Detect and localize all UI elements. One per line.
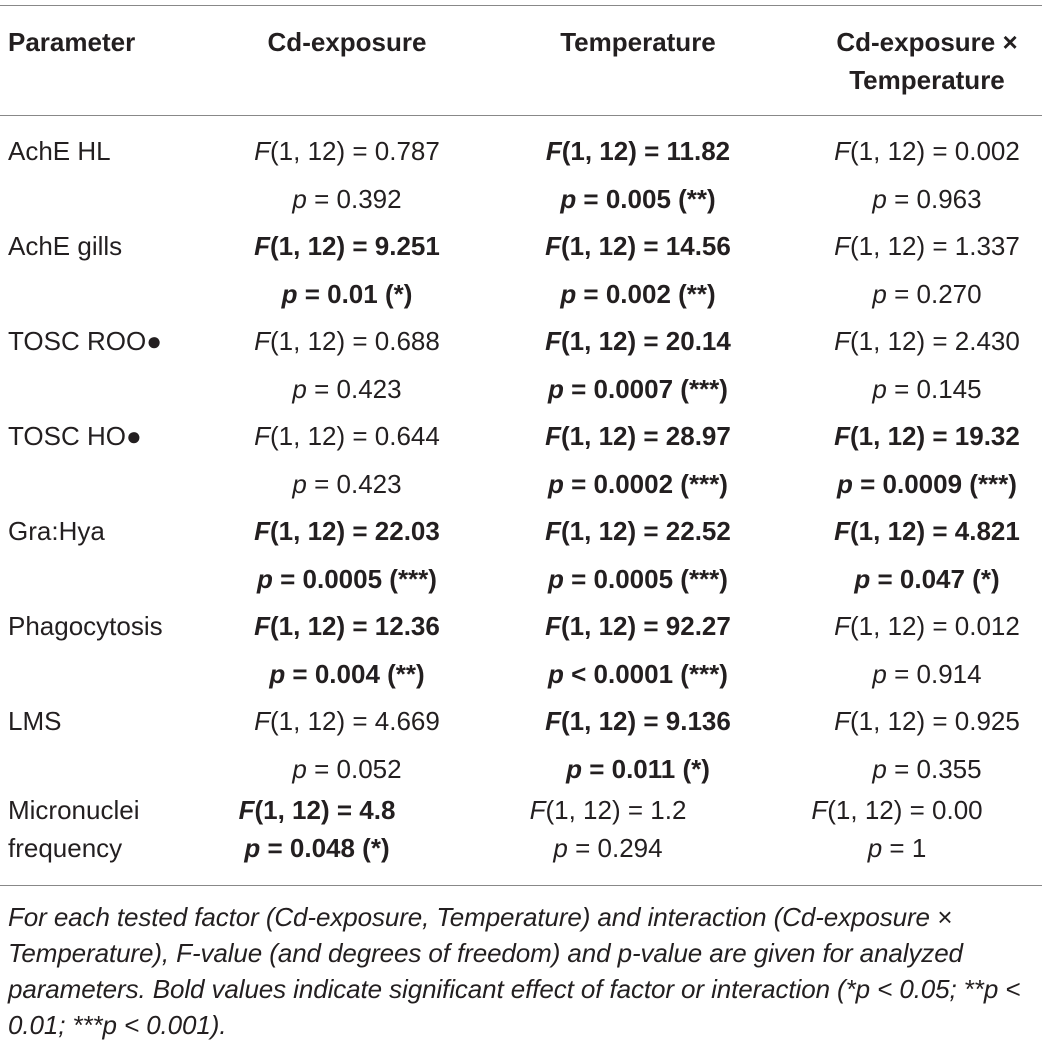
stat-cell: F(1, 12) = 9.251 p = 0.01 (*): [230, 223, 464, 318]
stat-cell: F(1, 12) = 1.2 p = 0.294: [434, 791, 782, 867]
stat-cell: F(1, 12) = 28.97 p = 0.0002 (***): [464, 413, 812, 508]
stat-line: p = 0.392: [292, 183, 402, 214]
stat-line: p = 0.01 (*): [281, 278, 413, 309]
stat-line: p = 0.145: [872, 373, 982, 404]
table-row: Micronuclei frequency F(1, 12) = 4.8 p = 0…: [0, 791, 1042, 867]
stat-cell: F(1, 12) = 14.56 p = 0.002 (**): [464, 223, 812, 318]
stat-line: p = 0.048 (*): [244, 833, 390, 863]
stat-line: F(1, 12) = 28.97: [545, 421, 731, 451]
stat-cell: F(1, 12) = 92.27 p < 0.0001 (***): [464, 603, 812, 698]
stat-line: p = 0.0005 (***): [257, 563, 437, 594]
header-cell: Cd-exposure: [267, 27, 427, 57]
parameter-cell: Gra:Hya: [8, 516, 105, 546]
top-rule: [0, 5, 1042, 6]
stat-line: F(1, 12) = 0.925: [834, 706, 1020, 736]
stat-line: F(1, 12) = 14.56: [545, 231, 731, 261]
table-row: TOSC ROO● F(1, 12) = 0.688 p = 0.423 F(1, 1…: [0, 318, 1042, 413]
stat-cell: F(1, 12) = 0.787 p = 0.392: [230, 128, 464, 223]
stat-line: p = 0.355: [872, 753, 982, 784]
stat-cell: F(1, 12) = 9.136 p = 0.011 (*): [464, 698, 812, 793]
table-row: Phagocytosis F(1, 12) = 12.36 p = 0.004 (*…: [0, 603, 1042, 698]
table-row: TOSC HO● F(1, 12) = 0.644 p = 0.423 F(1, 12…: [0, 413, 1042, 508]
stat-line: p = 0.423: [292, 373, 402, 404]
stat-line: F(1, 12) = 12.36: [254, 611, 440, 641]
stat-line: p < 0.0001 (***): [548, 658, 728, 689]
stat-cell: F(1, 12) = 0.644 p = 0.423: [230, 413, 464, 508]
stat-cell: F(1, 12) = 4.8 p = 0.048 (*): [200, 791, 434, 867]
table-row: Gra:Hya F(1, 12) = 22.03 p = 0.0005 (***) F…: [0, 508, 1042, 603]
stat-line: p = 0.004 (**): [269, 658, 425, 689]
stat-line: p = 0.270: [872, 278, 982, 309]
stat-line: F(1, 12) = 92.27: [545, 611, 731, 641]
stat-cell: F(1, 12) = 22.03 p = 0.0005 (***): [230, 508, 464, 603]
stat-cell: F(1, 12) = 4.821 p = 0.047 (*): [812, 508, 1042, 603]
header-cell: Parameter: [8, 27, 136, 57]
stat-cell: F(1, 12) = 20.14 p = 0.0007 (***): [464, 318, 812, 413]
stat-line: p = 0.423: [292, 468, 402, 499]
parameter-cell: Phagocytosis: [8, 611, 163, 641]
stat-line: F(1, 12) = 0.00: [811, 795, 983, 825]
parameter-cell: TOSC ROO●: [8, 326, 162, 356]
stat-line: p = 0.047 (*): [854, 563, 1000, 594]
stat-line: F(1, 12) = 22.03: [254, 516, 440, 546]
stat-line: p = 0.294: [553, 833, 663, 863]
parameter-cell: AchE gills: [8, 231, 123, 261]
stat-line: F(1, 12) = 9.136: [545, 706, 731, 736]
table-row: AchE HL F(1, 12) = 0.787 p = 0.392 F(1, 12)…: [0, 128, 1042, 223]
parameter-cell: Micronuclei frequency: [8, 795, 140, 863]
stat-cell: F(1, 12) = 12.36 p = 0.004 (**): [230, 603, 464, 698]
header-cell: Temperature: [560, 27, 716, 57]
stat-line: p = 0.963: [872, 183, 982, 214]
bottom-rule: [0, 885, 1042, 886]
footnote: For each tested factor (Cd-exposure, Tem…: [8, 902, 1021, 1040]
stat-line: F(1, 12) = 20.14: [545, 326, 731, 356]
stat-line: p = 0.005 (**): [560, 183, 716, 214]
stat-line: p = 0.914: [872, 658, 982, 689]
stat-line: F(1, 12) = 4.669: [254, 706, 440, 736]
table-row: AchE gills F(1, 12) = 9.251 p = 0.01 (*) F(…: [0, 223, 1042, 318]
stat-line: p = 0.0007 (***): [548, 373, 728, 404]
stat-cell: F(1, 12) = 4.669 p = 0.052: [230, 698, 464, 793]
stat-line: F(1, 12) = 19.32: [834, 421, 1020, 451]
parameter-cell: AchE HL: [8, 136, 111, 166]
stat-line: p = 0.011 (*): [566, 753, 710, 784]
stat-cell: F(1, 12) = 22.52 p = 0.0005 (***): [464, 508, 812, 603]
stat-line: F(1, 12) = 0.012: [834, 611, 1020, 641]
stat-cell: F(1, 12) = 0.00 p = 1: [782, 791, 1012, 867]
stat-line: F(1, 12) = 0.002: [834, 136, 1020, 166]
stat-cell: F(1, 12) = 19.32 p = 0.0009 (***): [812, 413, 1042, 508]
header-cell: Cd-exposure × Temperature: [836, 27, 1018, 95]
stat-cell: F(1, 12) = 1.337 p = 0.270: [812, 223, 1042, 318]
stat-line: p = 0.0005 (***): [548, 563, 728, 594]
parameter-cell: LMS: [8, 706, 62, 736]
stat-line: p = 0.0009 (***): [837, 468, 1017, 499]
stat-line: F(1, 12) = 2.430: [834, 326, 1020, 356]
parameter-cell: TOSC HO●: [8, 421, 142, 451]
stat-line: F(1, 12) = 9.251: [254, 231, 440, 261]
header-rule: [0, 115, 1042, 116]
table-row: LMS F(1, 12) = 4.669 p = 0.052 F(1, 12) = 9…: [0, 698, 1042, 793]
header-row: Parameter Cd-exposure Temperature Cd-exp…: [0, 23, 1042, 99]
stat-line: p = 0.0002 (***): [548, 468, 728, 499]
stat-line: p = 0.002 (**): [560, 278, 716, 309]
stat-cell: F(1, 12) = 0.012 p = 0.914: [812, 603, 1042, 698]
stat-line: F(1, 12) = 0.644: [254, 421, 440, 451]
stat-cell: F(1, 12) = 2.430 p = 0.145: [812, 318, 1042, 413]
stat-line: F(1, 12) = 1.2: [529, 795, 687, 825]
stat-cell: F(1, 12) = 0.688 p = 0.423: [230, 318, 464, 413]
stat-line: F(1, 12) = 4.8: [238, 795, 396, 825]
stat-line: F(1, 12) = 0.688: [254, 326, 440, 356]
stat-cell: F(1, 12) = 0.002 p = 0.963: [812, 128, 1042, 223]
stat-line: F(1, 12) = 1.337: [834, 231, 1020, 261]
stat-line: F(1, 12) = 4.821: [834, 516, 1020, 546]
stat-cell: F(1, 12) = 11.82 p = 0.005 (**): [464, 128, 812, 223]
stat-line: p = 0.052: [292, 753, 402, 784]
stat-line: F(1, 12) = 22.52: [545, 516, 731, 546]
stat-line: F(1, 12) = 11.82: [545, 136, 731, 166]
stat-line: p = 1: [867, 833, 927, 863]
stat-line: F(1, 12) = 0.787: [254, 136, 440, 166]
stat-cell: F(1, 12) = 0.925 p = 0.355: [812, 698, 1042, 793]
